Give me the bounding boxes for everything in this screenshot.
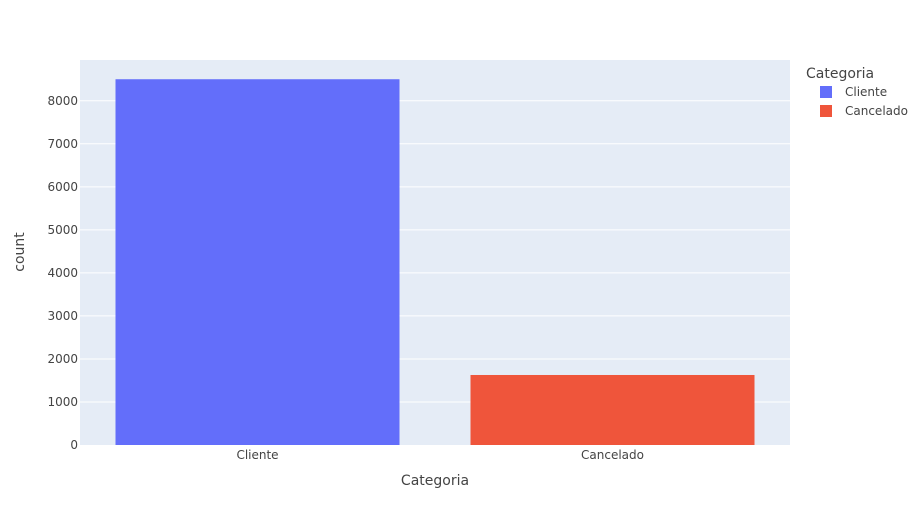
y-tick-label: 7000 (47, 137, 78, 151)
legend-title: Categoria (806, 66, 874, 82)
y-tick-label: 1000 (47, 395, 78, 409)
legend-item-cancelado[interactable]: Cancelado (820, 104, 908, 118)
legend: Categoria Cliente Cancelado (806, 66, 908, 118)
x-axis-ticks: Cliente Cancelado (236, 448, 644, 462)
y-tick-label: 2000 (47, 352, 78, 366)
x-tick-label: Cancelado (581, 448, 644, 462)
legend-swatch (820, 86, 832, 98)
bars[interactable] (115, 79, 755, 446)
legend-label: Cancelado (845, 104, 908, 118)
x-tick-label: Cliente (236, 448, 278, 462)
bar-cancelado[interactable] (470, 374, 755, 445)
legend-label: Cliente (845, 85, 887, 99)
x-axis-title: Categoria (401, 473, 469, 489)
y-tick-label: 3000 (47, 309, 78, 323)
y-tick-label: 6000 (47, 180, 78, 194)
bar-cliente[interactable] (115, 79, 400, 446)
legend-item-cliente[interactable]: Cliente (820, 85, 887, 99)
legend-swatch (820, 105, 832, 117)
y-tick-label: 4000 (47, 266, 78, 280)
y-axis-title: count (12, 232, 28, 272)
y-axis-ticks: 0 1000 2000 3000 4000 5000 6000 7000 8000 (47, 94, 78, 452)
y-tick-label: 5000 (47, 223, 78, 237)
y-tick-label: 0 (70, 438, 78, 452)
y-tick-label: 8000 (47, 94, 78, 108)
